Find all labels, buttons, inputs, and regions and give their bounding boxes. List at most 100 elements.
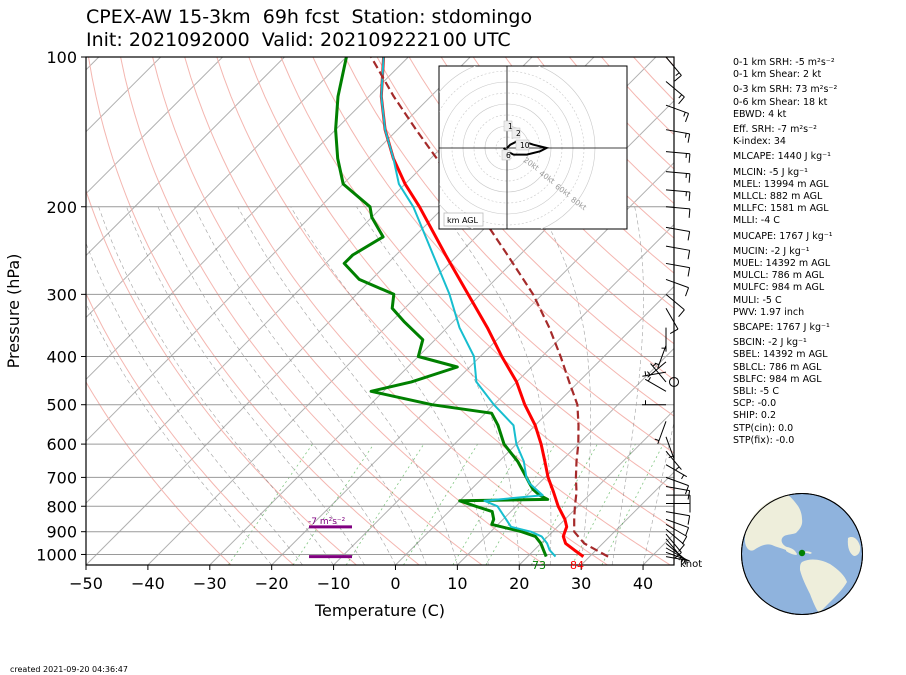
sounding-index-line: MULI: -5 C (733, 294, 782, 306)
wind-barb (666, 494, 691, 505)
wind-barb (665, 308, 679, 335)
wind-barb-staff (665, 485, 690, 492)
wind-barb (642, 371, 667, 377)
surface-dewpoint-label: 73 (532, 559, 546, 572)
wind-barb-half-flag (678, 94, 683, 99)
wind-barb-staff (665, 464, 688, 478)
wind-barb-staff (665, 523, 688, 537)
wind-barb-flag (669, 328, 679, 335)
wind-barb-half-flag (668, 455, 674, 459)
globe-africa (847, 536, 861, 556)
wind-barb-flag (687, 490, 691, 500)
isotherm (395, 285, 674, 565)
sounding-index-line: SBLCL: 786 m AGL (733, 361, 822, 373)
wind-barb-flag (678, 96, 685, 105)
sounding-index-line: 0-1 km Shear: 2 kt (733, 69, 822, 81)
wind-barb-flag (687, 231, 691, 241)
moist-adiabat (537, 206, 592, 565)
sounding-index-line: MULCL: 786 m AGL (733, 270, 825, 282)
wind-barb-staff (665, 528, 685, 546)
wind-barb-half-flag (681, 474, 685, 480)
x-tick-label: 20 (509, 574, 529, 593)
sounding-index-line: STP(fix): -0.0 (733, 434, 795, 446)
wind-barb-half-flag (644, 371, 647, 376)
series-parcel-line (370, 57, 609, 558)
sounding-indices-panel: 0-1 km SRH: -5 m²s⁻² 0-1 km Shear: 2 kt 0-… (733, 57, 903, 447)
wind-barb-staff (665, 476, 689, 487)
y-tick-label: 1000 (36, 545, 77, 564)
wind-barb-staff (665, 104, 689, 114)
moist-adiabat (126, 206, 365, 565)
y-axis-label: Pressure (hPa) (4, 254, 23, 369)
wind-barb (665, 528, 685, 552)
series-wetbulb-line (380, 57, 557, 558)
wind-barb-staff (665, 245, 690, 251)
wind-barb-flag (678, 309, 685, 317)
wind-barb-flag (685, 485, 690, 495)
moist-adiabat (237, 206, 458, 565)
dry-adiabat (280, 57, 674, 492)
globe-north-america (744, 495, 803, 554)
sounding-index-line: Eff. SRH: -7 m²s⁻² (733, 124, 817, 136)
srh-bar-label: -7 m²s⁻² (308, 517, 346, 527)
sounding-index-line: K-index: 34 (733, 136, 786, 148)
wind-barb-flag (688, 208, 691, 218)
wind-barb-flag (688, 191, 691, 202)
moist-adiabat (611, 206, 644, 565)
y-tick-label: 800 (46, 497, 77, 516)
x-tick-label: 40 (633, 574, 653, 593)
wind-barb-half-flag (647, 376, 651, 382)
mixing-ratio-line (571, 443, 636, 565)
wind-barb (665, 262, 691, 277)
mixing-ratio-line (345, 443, 425, 565)
sounding-index-line: PWV: 1.97 inch (733, 306, 805, 318)
wind-barb (665, 464, 688, 480)
wind-barb-staff (665, 171, 690, 175)
wind-barb (665, 511, 691, 525)
hodograph-legend-box (443, 212, 484, 227)
dry-adiabat (248, 57, 674, 530)
isotherm (86, 57, 471, 442)
sounding-index-line: MLEL: 13994 m AGL (733, 178, 829, 190)
series-dewpoint-line (334, 57, 550, 558)
x-tick-label: −40 (131, 574, 165, 593)
wind-barb-flag (674, 552, 682, 559)
dry-adiabat (440, 57, 674, 309)
wind-barb-staff (665, 556, 690, 562)
mixing-ratio-line (403, 443, 478, 565)
mixing-ratio-line (292, 443, 375, 565)
wind-barb-flag (688, 173, 691, 183)
wind-barb-staff (665, 308, 679, 330)
surface-temperature-label: 84 (570, 559, 584, 572)
wind-barb (665, 533, 682, 559)
wind-barb (665, 226, 691, 241)
wind-barb-staff (665, 151, 690, 155)
y-axis-ticks: 100 200 300 400 500 600 700 800 900 1000 (36, 48, 86, 564)
moist-adiabat (86, 242, 303, 565)
x-tick-label: 0 (390, 574, 400, 593)
wind-barb-flag (685, 113, 690, 123)
mixing-ratio-line (452, 443, 525, 565)
dry-adiabat (376, 57, 674, 381)
wind-barb-half-flag (683, 112, 686, 117)
isotherm (457, 347, 674, 565)
sounding-index-line: SCP: -0.0 (733, 398, 777, 410)
x-tick-label: −20 (255, 574, 289, 593)
wind-barb (665, 189, 691, 202)
wind-barb (665, 278, 690, 297)
sounding-index-line: MLCIN: -5 J kg⁻¹ (733, 166, 808, 178)
wind-barb-flag (687, 250, 691, 260)
globe-caribbean (786, 550, 812, 555)
wind-barb (665, 476, 690, 495)
dry-adiabat (472, 57, 674, 274)
wind-barb-flag (685, 527, 690, 537)
dry-adiabat (86, 189, 357, 565)
moist-adiabat (157, 206, 396, 565)
y-tick-label: 700 (46, 468, 77, 487)
wind-barb-staff (665, 511, 690, 517)
hodograph-height-label: 6 (506, 151, 511, 160)
wind-barb (665, 556, 690, 565)
sounding-index-line: MUCIN: -2 J kg⁻¹ (733, 245, 810, 257)
sounding-index-line: 0-1 km SRH: -5 m²s⁻² (733, 57, 835, 68)
sounding-index-line: MUEL: 14392 m AGL (733, 258, 831, 270)
